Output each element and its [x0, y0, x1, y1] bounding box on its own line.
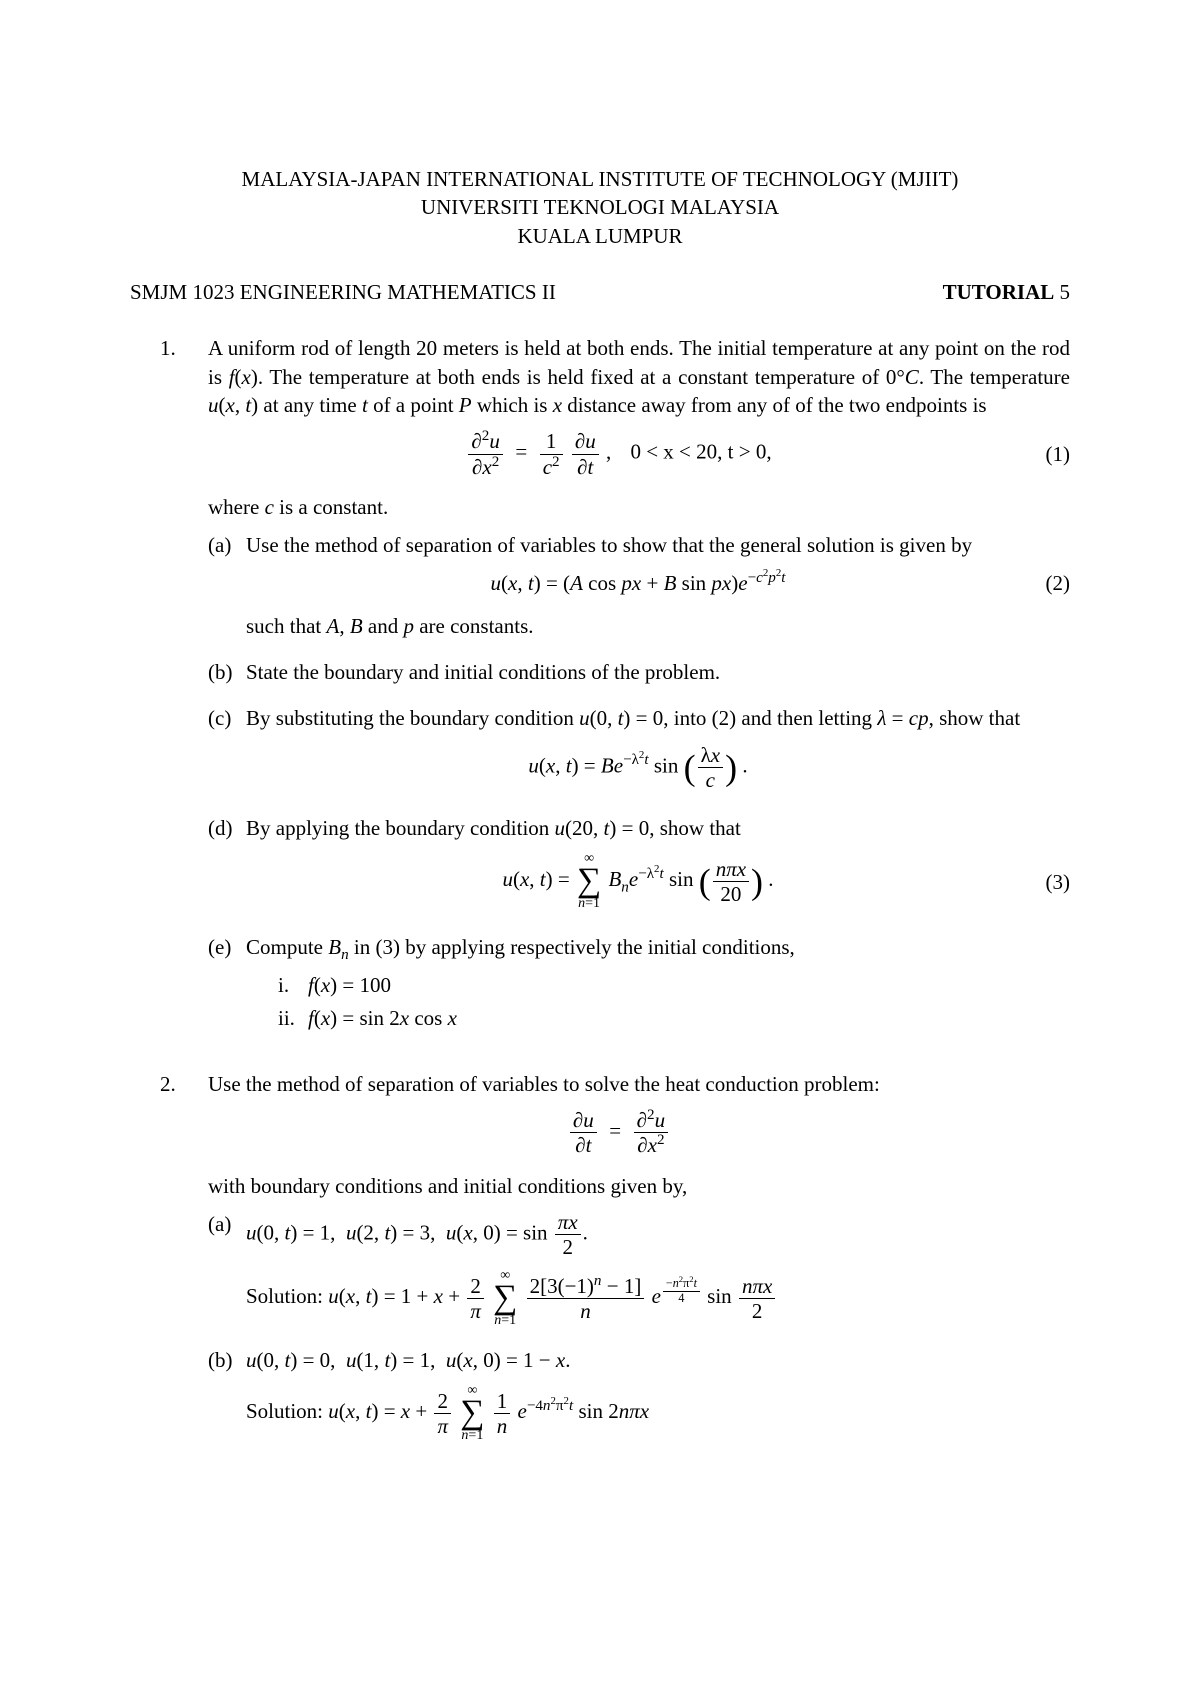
q1-parts: (a) Use the method of separation of vari… [208, 531, 1070, 1036]
q2-a-solution: Solution: u(x, t) = 1 + x + 2π ∞∑n=1 2[3… [246, 1269, 1070, 1328]
q1-body: A uniform rod of length 20 meters is hel… [208, 334, 1070, 1044]
q2-pde: ∂u∂t = ∂2u∂x2 [208, 1108, 1070, 1157]
header-line-3: KUALA LUMPUR [130, 222, 1070, 250]
q1-number: 1. [130, 334, 208, 362]
q1-e-label: (e) [208, 933, 246, 961]
q1-e: (e) Compute Bn in (3) by applying respec… [208, 933, 1070, 1036]
q1-eq2-tag: (2) [1030, 569, 1070, 597]
q2-b-cond: u(0, t) = 0, u(1, t) = 1, u(x, 0) = 1 − … [246, 1346, 1070, 1374]
question-2: 2. Use the method of separation of varia… [130, 1070, 1070, 1461]
meta-row: SMJM 1023 ENGINEERING MATHEMATICS II TUT… [130, 278, 1070, 306]
header-line-1: MALAYSIA-JAPAN INTERNATIONAL INSTITUTE O… [130, 165, 1070, 193]
q1-e-i-text: f(x) = 100 [308, 971, 391, 999]
q1-e-text: Compute Bn in (3) by applying respective… [246, 933, 1070, 961]
q2-a-cond: u(0, t) = 1, u(2, t) = 3, u(x, 0) = sin … [246, 1210, 1070, 1259]
q1-eq2-math: u(x, t) = (A cos px + B sin px)e−c2p2t [246, 569, 1030, 597]
q2-number: 2. [130, 1070, 208, 1098]
q1-a-text: Use the method of separation of variable… [246, 531, 1070, 559]
q1-c-eq: u(x, t) = Be−λ2t sin (λxc) . [246, 743, 1070, 792]
q1-c-text: By substituting the boundary condition u… [246, 704, 1070, 732]
q2-b-body: u(0, t) = 0, u(1, t) = 1, u(x, 0) = 1 − … [246, 1346, 1070, 1453]
q1-a-body: Use the method of separation of variable… [246, 531, 1070, 650]
q1-e-i: i. f(x) = 100 [278, 971, 1070, 999]
q2-parts: (a) u(0, t) = 1, u(2, t) = 3, u(x, 0) = … [208, 1210, 1070, 1453]
q1-c-body: By substituting the boundary condition u… [246, 704, 1070, 806]
q1-d-text: By applying the boundary condition u(20,… [246, 814, 1070, 842]
q2-body: Use the method of separation of variable… [208, 1070, 1070, 1461]
q1-e-list: i. f(x) = 100 ii. f(x) = sin 2x cos x [246, 971, 1070, 1032]
q2-cond-intro: with boundary conditions and initial con… [208, 1172, 1070, 1200]
q1-b: (b) State the boundary and initial condi… [208, 658, 1070, 696]
page: MALAYSIA-JAPAN INTERNATIONAL INSTITUTE O… [0, 0, 1200, 1698]
header-line-2: UNIVERSITI TEKNOLOGI MALAYSIA [130, 193, 1070, 221]
q1-c-eq-math: u(x, t) = Be−λ2t sin (λxc) . [246, 743, 1030, 792]
question-1: 1. A uniform rod of length 20 meters is … [130, 334, 1070, 1044]
q2-intro: Use the method of separation of variable… [208, 1070, 1070, 1098]
q1-eq2: u(x, t) = (A cos px + B sin px)e−c2p2t (… [246, 569, 1070, 597]
q1-e-ii-text: f(x) = sin 2x cos x [308, 1004, 457, 1032]
q1-d: (d) By applying the boundary condition u… [208, 814, 1070, 925]
q1-d-body: By applying the boundary condition u(20,… [246, 814, 1070, 925]
q1-eq3-math: u(x, t) = ∞∑n=1 Bne−λ2t sin (nπx20) . [246, 852, 1030, 911]
q1-a: (a) Use the method of separation of vari… [208, 531, 1070, 650]
q2-pde-math: ∂u∂t = ∂2u∂x2 [208, 1108, 1030, 1157]
q1-b-body: State the boundary and initial condition… [246, 658, 1070, 696]
q1-e-ii: ii. f(x) = sin 2x cos x [278, 1004, 1070, 1032]
q2-a-label: (a) [208, 1210, 246, 1238]
tutorial-label: TUTORIAL 5 [943, 278, 1070, 306]
q2-b-solution: Solution: u(x, t) = x + 2π ∞∑n=1 1n e−4n… [246, 1384, 1070, 1443]
q1-e-ii-label: ii. [278, 1004, 308, 1032]
q1-d-label: (d) [208, 814, 246, 842]
q1-e-body: Compute Bn in (3) by applying respective… [246, 933, 1070, 1036]
q2-b: (b) u(0, t) = 0, u(1, t) = 1, u(x, 0) = … [208, 1346, 1070, 1453]
q1-c-label: (c) [208, 704, 246, 732]
q2-a-body: u(0, t) = 1, u(2, t) = 3, u(x, 0) = sin … [246, 1210, 1070, 1338]
course-code: SMJM 1023 ENGINEERING MATHEMATICS II [130, 278, 556, 306]
q2-a: (a) u(0, t) = 1, u(2, t) = 3, u(x, 0) = … [208, 1210, 1070, 1338]
document-header: MALAYSIA-JAPAN INTERNATIONAL INSTITUTE O… [130, 165, 1070, 250]
q1-e-i-label: i. [278, 971, 308, 999]
q1-where: where c is a constant. [208, 493, 1070, 521]
q1-a-label: (a) [208, 531, 246, 559]
q1-eq1: ∂2u∂x2 = 1c2 ∂u∂t , 0 < x < 20, t > 0, (… [208, 429, 1070, 478]
q1-eq1-tag: (1) [1030, 440, 1070, 468]
q1-intro: A uniform rod of length 20 meters is hel… [208, 334, 1070, 419]
q1-b-label: (b) [208, 658, 246, 686]
q1-eq3-tag: (3) [1030, 868, 1070, 896]
q1-a-after: such that A, B and p are constants. [246, 612, 1070, 640]
q1-eq1-math: ∂2u∂x2 = 1c2 ∂u∂t , 0 < x < 20, t > 0, [208, 429, 1030, 478]
q1-b-text: State the boundary and initial condition… [246, 658, 1070, 686]
q1-c: (c) By substituting the boundary conditi… [208, 704, 1070, 806]
q1-eq3: u(x, t) = ∞∑n=1 Bne−λ2t sin (nπx20) . (3… [246, 852, 1070, 911]
q2-b-label: (b) [208, 1346, 246, 1374]
